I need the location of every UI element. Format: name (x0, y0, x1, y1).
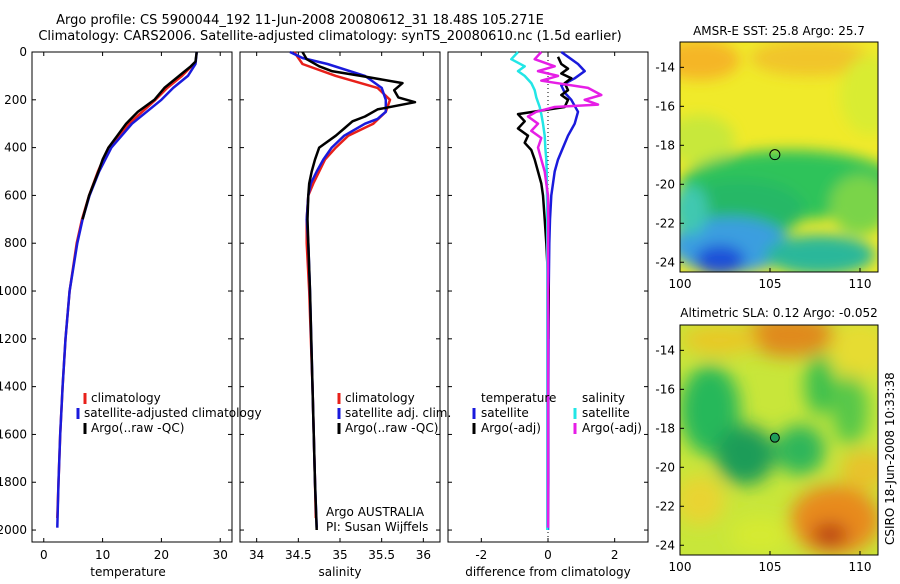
y-tick-label: 400 (4, 141, 27, 155)
map-y-tick-label: -18 (655, 138, 675, 152)
legend-sal-satellite: satellite (582, 406, 630, 420)
argo-location-marker (769, 149, 781, 161)
title-line2: Climatology: CARS2006. Satellite-adjuste… (38, 29, 621, 44)
legend-satellite-adjusted: satellite-adjusted climatology (84, 406, 262, 420)
y-tick-label: 1200 (0, 332, 27, 346)
difference-xlabel: difference from climatology (465, 565, 631, 579)
x-tick-label: -2 (475, 548, 487, 562)
legend-argo: Argo(..raw -QC) (91, 421, 184, 435)
y-tick-label: 1000 (0, 284, 27, 298)
difference-series (510, 50, 603, 531)
legend-temp-satellite: satellite (481, 406, 529, 420)
map-x-tick-label: 100 (669, 560, 692, 574)
salinity-panel: 34 34.5 35 35.5 36 salinity climatology sate… (239, 50, 451, 579)
legend-header-salinity: salinity (582, 391, 625, 405)
x-tick-label: 10 (95, 548, 110, 562)
y-tick-label: 0 (19, 45, 27, 59)
map-y-tick-label: -24 (655, 255, 675, 269)
sst-heatmap (680, 42, 878, 272)
salinity-series (289, 50, 417, 531)
sla-map-ticks: 100 105 110 -14 -16 -18 -20 -22 -24 (655, 343, 871, 574)
salinity-legend: climatology satellite adj. clim. Argo(..… (337, 391, 451, 435)
annotation-pi: PI: Susan Wijffels (326, 520, 428, 534)
y-tick-label: 2000 (0, 523, 27, 537)
map-y-tick-label: -18 (655, 421, 675, 435)
temperature-legend: climatology satellite-adjusted climatolo… (76, 391, 262, 435)
sst-map-ticks: 100 105 110 -14 -16 -18 -20 -22 -24 (655, 60, 871, 291)
argo-location-marker (769, 432, 780, 443)
sst-map-title: AMSR-E SST: 25.8 Argo: 25.7 (693, 24, 865, 38)
sla-map-title: Altimetric SLA: 0.12 Argo: -0.052 (680, 306, 877, 320)
map-y-tick-label: -14 (655, 60, 675, 74)
map-x-tick-label: 110 (849, 560, 872, 574)
series-temperature-argo-adj (516, 56, 573, 339)
salinity-xlabel: salinity (318, 565, 361, 579)
x-tick-label: 20 (154, 548, 169, 562)
x-tick-label: 34.5 (285, 548, 312, 562)
map-y-tick-label: -14 (655, 343, 675, 357)
series-salinity-argo-adj (526, 51, 603, 528)
map-x-tick-label: 110 (849, 277, 872, 291)
legend-temp-argo: Argo(-adj) (481, 421, 541, 435)
map-y-tick-label: -16 (655, 99, 675, 113)
map-y-tick-label: -22 (655, 499, 675, 513)
legend-argo: Argo(..raw -QC) (345, 421, 438, 435)
temperature-yticks: 0 200 400 600 800 1000 1200 1400 1600 1800 2000 (0, 45, 648, 537)
series-salinity-satellite (510, 51, 549, 530)
temperature-series (56, 51, 198, 528)
series-temperature-satellite (546, 50, 586, 531)
sla-heatmap (680, 325, 878, 555)
difference-legend: temperature salinity satellite Argo(-adj… (472, 391, 642, 435)
salinity-xticks: 34 34.5 35 35.5 36 (249, 52, 431, 562)
temperature-xlabel: temperature (90, 565, 165, 579)
y-tick-label: 600 (4, 188, 27, 202)
x-tick-label: 34 (249, 548, 264, 562)
sla-map-panel: Altimetric SLA: 0.12 Argo: -0.052 100 105… (655, 306, 879, 574)
difference-xticks: -2 0 2 (475, 52, 618, 562)
map-y-tick-label: -16 (655, 382, 675, 396)
map-y-tick-label: -24 (655, 538, 675, 552)
legend-climatology: climatology (345, 391, 415, 405)
y-tick-label: 1800 (0, 475, 27, 489)
map-x-tick-label: 105 (759, 277, 782, 291)
side-timestamp: CSIRO 18-Jun-2008 10:33:38 (883, 372, 897, 545)
y-tick-label: 800 (4, 236, 27, 250)
temperature-xticks: 0 10 20 30 (40, 52, 228, 562)
map-x-tick-label: 100 (669, 277, 692, 291)
x-tick-label: 0 (40, 548, 48, 562)
legend-sal-argo: Argo(-adj) (582, 421, 642, 435)
x-tick-label: 2 (611, 548, 619, 562)
map-y-tick-label: -22 (655, 216, 675, 230)
y-tick-label: 1600 (0, 427, 27, 441)
x-tick-label: 30 (213, 548, 228, 562)
difference-panel: -2 0 2 difference from climatology tempera… (447, 50, 649, 579)
series-argo-raw-qc (301, 51, 417, 531)
legend-header-temperature: temperature (481, 391, 556, 405)
map-y-tick-label: -20 (655, 460, 675, 474)
legend-satellite-adj: satellite adj. clim. (345, 406, 451, 420)
x-tick-label: 35.5 (368, 548, 395, 562)
title-line1: Argo profile: CS 5900044_192 11-Jun-2008… (56, 13, 544, 28)
x-tick-label: 35 (332, 548, 347, 562)
sst-map-panel: AMSR-E SST: 25.8 Argo: 25.7 100 105 110 -14… (655, 24, 879, 291)
y-tick-label: 200 (4, 93, 27, 107)
map-y-tick-label: -20 (655, 177, 675, 191)
annotation-argo-australia: Argo AUSTRALIA (326, 505, 425, 519)
x-tick-label: 36 (416, 548, 431, 562)
series-argo-raw-qc (81, 51, 198, 220)
map-x-tick-label: 105 (759, 560, 782, 574)
x-tick-label: 0 (544, 548, 552, 562)
legend-climatology: climatology (91, 391, 161, 405)
y-tick-label: 1400 (0, 380, 27, 394)
